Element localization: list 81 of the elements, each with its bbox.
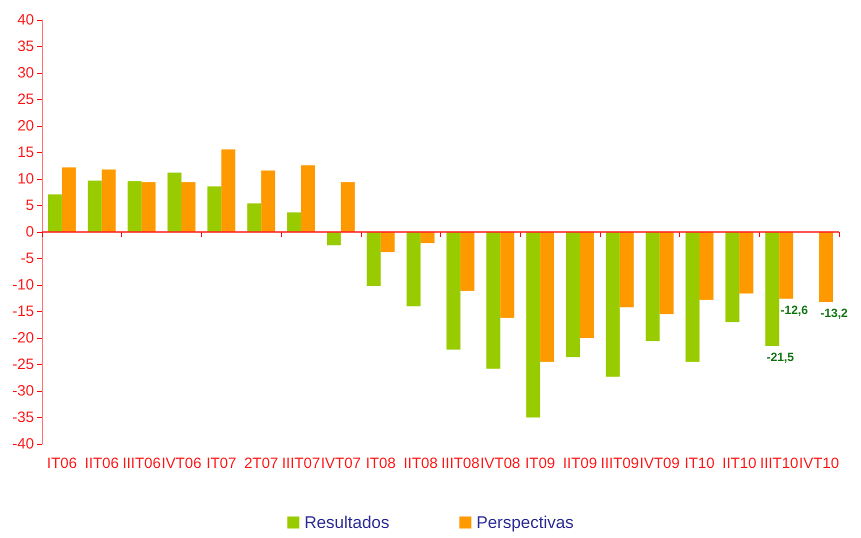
y-tick-label: 20	[17, 118, 34, 134]
bar	[446, 232, 460, 350]
y-tick-label: -25	[12, 356, 34, 373]
bar	[779, 232, 794, 299]
y-tick-label: -35	[12, 409, 34, 426]
bar	[765, 232, 780, 346]
bar	[646, 232, 660, 342]
bar	[420, 232, 435, 244]
x-tick-label: IVT07	[320, 455, 361, 472]
x-tick-label: IIT09	[562, 455, 598, 472]
bar	[620, 232, 634, 308]
x-tick-label: IT08	[366, 455, 396, 472]
bar	[168, 172, 182, 232]
x-tick-label: IIT06	[84, 455, 119, 472]
x-tick-label: IVT08	[480, 455, 520, 472]
y-tick-label: 0	[26, 224, 34, 240]
x-tick-label: IIIT06	[122, 455, 161, 472]
y-tick-label: -15	[12, 303, 34, 320]
x-tick-label: IIIT09	[600, 455, 640, 472]
x-tick-label: IIIT07	[282, 455, 320, 472]
bar	[700, 232, 714, 300]
x-tick-label: IT09	[525, 455, 556, 472]
y-tick-label: 35	[17, 38, 34, 55]
data-label: -12,6	[780, 302, 808, 317]
legend-label: Resultados	[304, 513, 390, 532]
bar	[102, 169, 116, 232]
bar	[326, 232, 341, 246]
bar	[207, 186, 222, 232]
bar	[221, 149, 236, 232]
x-tick-label: IIIT08	[441, 455, 480, 472]
bar	[48, 194, 62, 232]
y-tick-label: 30	[17, 64, 34, 82]
data-label: -21,5	[766, 350, 794, 364]
y-tick-label: 5	[26, 197, 34, 214]
legend-label: Perspectivas	[476, 513, 574, 532]
y-tick-label: 15	[17, 144, 34, 161]
x-tick-label: IIT08	[403, 455, 438, 472]
bar	[580, 232, 594, 338]
y-tick-label: 25	[17, 91, 34, 108]
x-tick-label: 2T07	[244, 455, 278, 472]
bar	[301, 165, 315, 232]
bar	[142, 182, 156, 232]
y-tick-label: -20	[12, 330, 34, 346]
x-tick-label: IIT10	[722, 455, 756, 472]
x-tick-label: IIIT10	[760, 455, 798, 472]
x-tick-label: IT10	[684, 455, 715, 472]
x-tick-label: IT07	[206, 455, 236, 472]
bar	[486, 232, 500, 369]
data-label: -13,2	[820, 306, 848, 320]
bar	[88, 180, 102, 232]
x-tick-label: IVT09	[640, 455, 680, 472]
y-tick-label: -10	[12, 276, 34, 294]
y-tick-label: 40	[17, 12, 34, 28]
bar	[62, 167, 76, 232]
x-tick-label: IVT06	[161, 455, 202, 472]
bar	[566, 232, 580, 358]
bar	[380, 232, 395, 252]
bar	[606, 232, 620, 377]
bar	[739, 232, 754, 294]
bar	[261, 170, 276, 232]
bar	[686, 232, 700, 362]
bar	[287, 212, 302, 232]
x-tick-label: IT06	[46, 455, 77, 472]
bar	[725, 232, 740, 322]
y-tick-label: -40	[12, 436, 34, 452]
bar	[526, 232, 540, 418]
y-tick-label: -5	[20, 250, 34, 267]
y-tick-label: 10	[17, 170, 34, 188]
bar	[340, 182, 355, 232]
bar	[128, 181, 142, 232]
bar	[540, 232, 554, 362]
bar	[406, 232, 421, 306]
bar	[181, 182, 196, 232]
bar	[819, 232, 834, 302]
bar	[660, 232, 674, 314]
x-tick-label: IVT10	[799, 455, 840, 472]
bar	[366, 232, 381, 286]
bar	[247, 203, 262, 232]
bar	[500, 232, 514, 318]
bar	[460, 232, 474, 291]
y-tick-label: -30	[12, 382, 34, 400]
